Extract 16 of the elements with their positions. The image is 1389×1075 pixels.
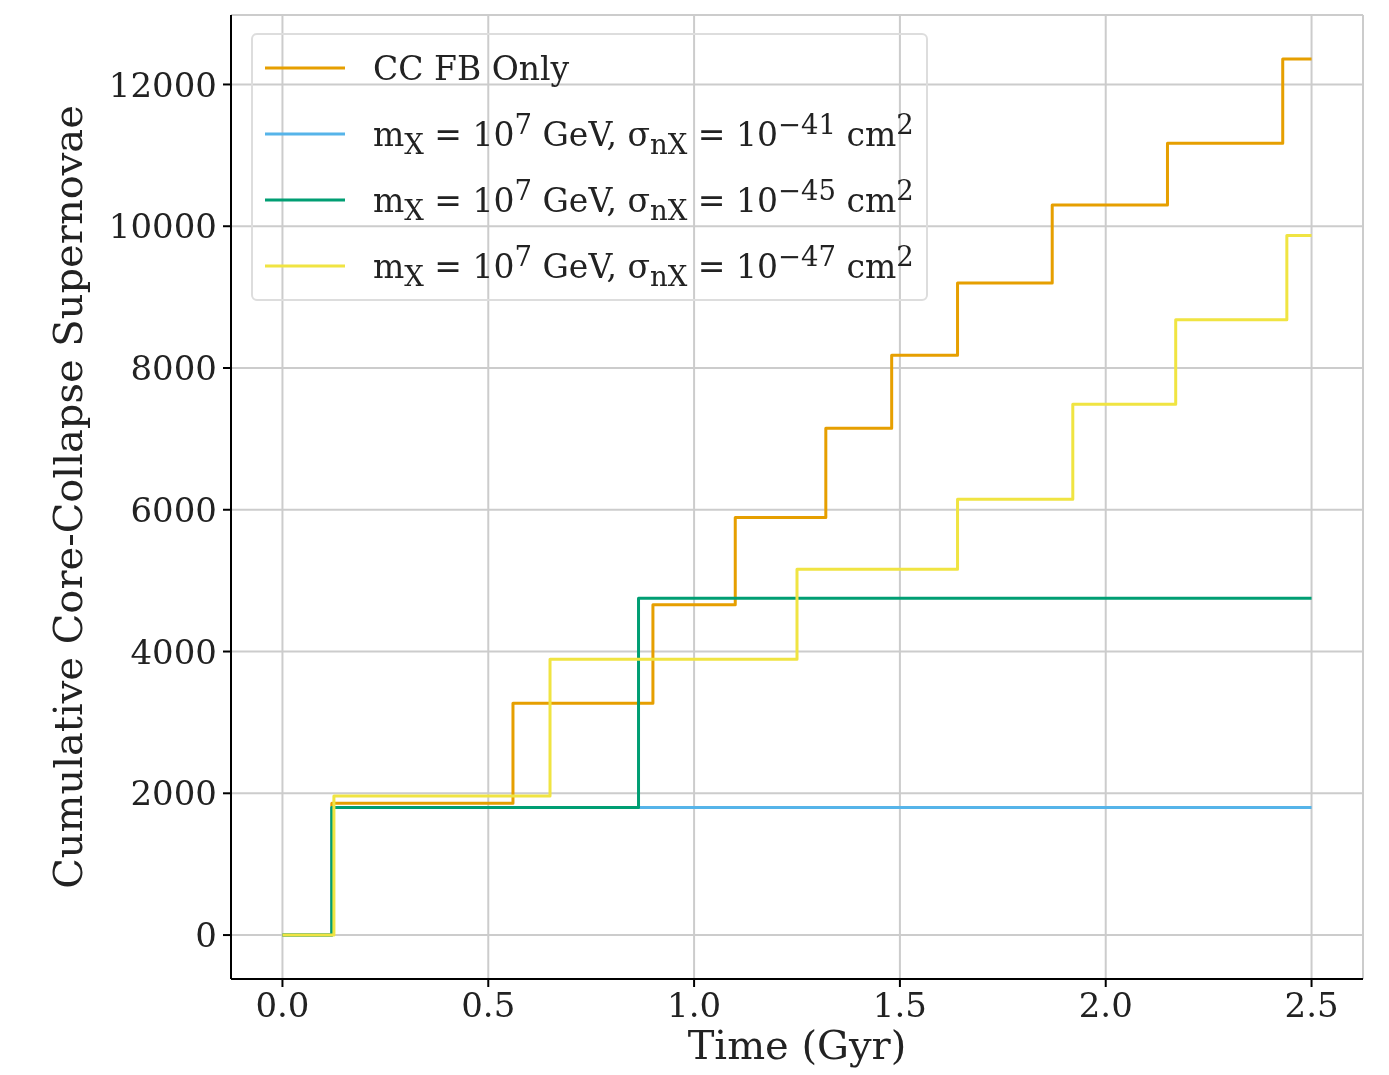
y-tick-label: 2000 bbox=[130, 773, 217, 814]
y-tick-label: 12000 bbox=[108, 64, 217, 105]
y-tick-label: 8000 bbox=[130, 348, 217, 389]
y-tick-label: 6000 bbox=[130, 489, 217, 530]
x-tick-label: 2.5 bbox=[1284, 985, 1339, 1026]
y-axis-title: Cumulative Core-Collapse Supernovae bbox=[45, 105, 92, 889]
text: m$_{X}$ = 10$^{7}$ GeV, σ$_{nX}$ = 10$^{−41}$ cm$^{2}$ bbox=[373, 108, 914, 160]
y-tick-label: 0 bbox=[195, 915, 217, 956]
x-tick-label: 0.5 bbox=[461, 985, 516, 1026]
x-tick-label: 2.0 bbox=[1078, 985, 1133, 1026]
y-tick-label: 10000 bbox=[108, 206, 217, 247]
text: m$_{X}$ = 10$^{7}$ GeV, σ$_{nX}$ = 10$^{−45}$ cm$^{2}$ bbox=[373, 174, 914, 226]
x-tick-label: 0.0 bbox=[255, 985, 310, 1026]
text: m$_{X}$ = 10$^{7}$ GeV, σ$_{nX}$ = 10$^{−47}$ cm$^{2}$ bbox=[373, 240, 914, 292]
y-tick-label: 4000 bbox=[130, 631, 217, 672]
legend-label: CC FB Only bbox=[373, 48, 570, 88]
